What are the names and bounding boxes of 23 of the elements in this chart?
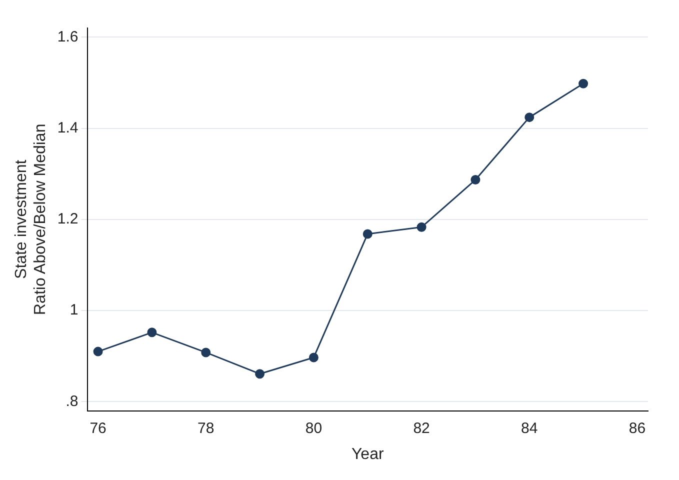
point (201, 348, 211, 358)
point (362, 229, 372, 239)
x-tick-label: 86 (628, 420, 646, 437)
y-tick-label: .8 (66, 392, 78, 410)
point (470, 175, 480, 185)
point (255, 369, 265, 379)
x-tick-label: 84 (521, 420, 538, 437)
point (93, 346, 103, 356)
x-axis-title: Year (351, 446, 384, 463)
y-axis-title: State investment Ratio Above/Below Median (13, 124, 50, 316)
point (147, 328, 157, 338)
y-tick-label: 1.2 (57, 210, 78, 228)
point (308, 352, 318, 362)
point (578, 78, 588, 88)
point (416, 222, 426, 232)
x-tick-label: 82 (413, 420, 430, 437)
y-tick-label: 1.4 (57, 119, 78, 136)
y-tick-label: 1 (70, 302, 78, 319)
point (524, 112, 534, 122)
y-tick-label: 1.6 (57, 28, 78, 46)
x-tick-label: 76 (90, 420, 106, 437)
x-tick-label: 78 (198, 420, 214, 437)
x-tick-label: 80 (305, 420, 322, 437)
